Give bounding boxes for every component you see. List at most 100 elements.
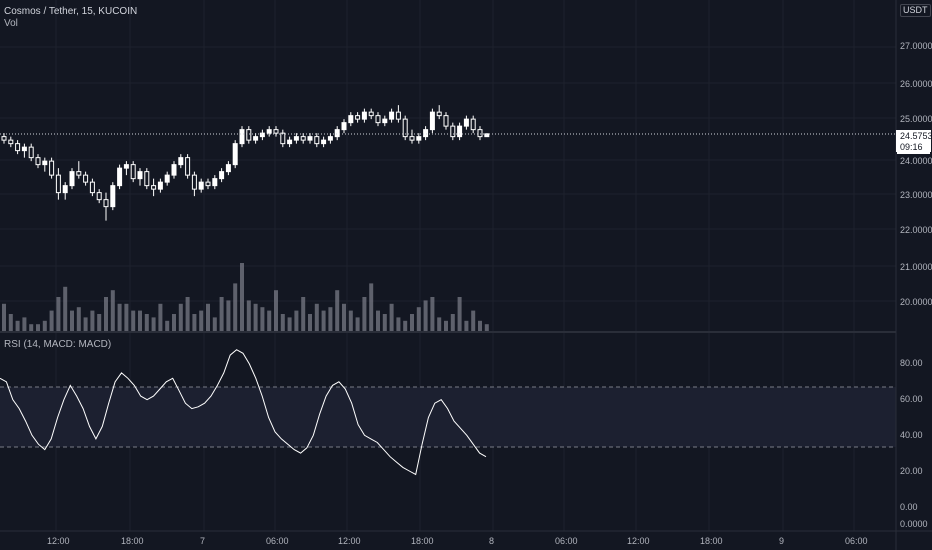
volume-bar [478, 320, 482, 331]
volume-bar [206, 303, 210, 331]
candle-body [470, 118, 476, 131]
candle-body [137, 171, 143, 180]
time-label: 8 [489, 536, 495, 546]
candle-body [219, 171, 225, 180]
volume-bar [165, 320, 170, 331]
candle-body [368, 111, 374, 117]
volume-bar [36, 324, 40, 331]
candle-body [185, 157, 191, 176]
volume-indicator-label[interactable]: Vol [4, 18, 18, 29]
volume-bar [430, 297, 435, 331]
candle-body [117, 167, 123, 187]
candle-body [21, 146, 27, 152]
volume-bar [403, 320, 408, 331]
volume-bar [117, 303, 122, 331]
candle-body [28, 146, 34, 159]
candle-body [307, 136, 313, 141]
volume-bar [233, 283, 238, 331]
volume-bar [110, 290, 115, 331]
candle-body [436, 111, 442, 117]
symbol-title[interactable]: Cosmos / Tether, 15, KUCOIN [4, 6, 138, 17]
volume-bar [8, 314, 13, 331]
volume-bar [131, 310, 136, 331]
candle-body [355, 115, 361, 120]
volume-bar [178, 303, 183, 331]
candle-body [178, 157, 184, 166]
time-label: 12:00 [47, 536, 70, 546]
volume-bar [410, 314, 414, 331]
candle-body [151, 185, 157, 190]
volume-bar [253, 303, 258, 331]
volume-bar [2, 303, 6, 331]
candle-body [144, 171, 150, 187]
candle-body [334, 129, 340, 138]
candle-body [8, 139, 14, 145]
time-label: 18:00 [121, 536, 144, 546]
candle-body [300, 136, 306, 141]
candle-body [225, 164, 231, 173]
candle-body [416, 136, 422, 141]
volume-bar [219, 297, 224, 331]
volume-bar [70, 310, 74, 331]
candle-body [395, 111, 401, 120]
candle-body [83, 174, 89, 183]
volume-bar [151, 317, 156, 331]
candle-body [157, 181, 163, 190]
candle-body [341, 122, 347, 131]
time-label: 06:00 [845, 536, 868, 546]
rsi-axis-label: 40.00 [900, 430, 923, 440]
candle-body [477, 129, 483, 138]
volume-bar [83, 317, 88, 331]
volume-bar [382, 314, 387, 331]
volume-bar [212, 317, 217, 331]
candle-body [69, 171, 75, 187]
volume-bar [22, 317, 27, 331]
rsi-indicator-label[interactable]: RSI (14, MACD: MACD) [4, 339, 112, 350]
candle-body [375, 115, 381, 124]
candle-body [321, 139, 327, 145]
volume-bar [369, 283, 374, 331]
volume-bar [314, 303, 319, 331]
rsi-axis-label: 60.00 [900, 394, 923, 404]
candle-body [110, 185, 116, 208]
volume-bar [246, 300, 251, 331]
volume-bar [104, 297, 108, 331]
candle-body [62, 185, 68, 194]
volume-bar [97, 314, 102, 331]
candle-body [280, 132, 286, 145]
volume-bar [362, 297, 367, 331]
candle-body [198, 181, 204, 190]
price-label: 21.0000 [900, 262, 932, 272]
volume-bar [444, 320, 448, 331]
time-label: 06:00 [555, 536, 578, 546]
time-label: 18:00 [411, 536, 434, 546]
time-label: 18:00 [700, 536, 723, 546]
price-label: 27.0000 [900, 41, 932, 51]
chart-grid [0, 0, 896, 531]
volume-bar [450, 314, 455, 331]
candle-body [103, 199, 109, 208]
currency-badge[interactable]: USDT [900, 4, 931, 17]
price-label: 24.0000 [900, 156, 932, 166]
time-label: 7 [200, 536, 206, 546]
candle-body [42, 160, 48, 166]
volume-bar [342, 303, 346, 331]
current-price-value: 24.5753 [897, 130, 932, 143]
candle-body [314, 136, 320, 145]
volume-bar [471, 310, 476, 331]
candle-body [76, 171, 82, 176]
volume-bar [457, 297, 462, 331]
candle-body [287, 139, 293, 145]
candle-body [389, 111, 395, 120]
price-label: 22.0000 [900, 225, 932, 235]
volume-bar [335, 290, 340, 331]
volume-bar [199, 310, 204, 331]
candle-body [96, 192, 102, 201]
time-label: 12:00 [627, 536, 650, 546]
rsi-axis-label: 0.00 [900, 502, 918, 512]
candle-body [212, 178, 218, 187]
candle-body [293, 136, 299, 141]
candle-body [327, 136, 333, 141]
candle-body [457, 125, 463, 138]
